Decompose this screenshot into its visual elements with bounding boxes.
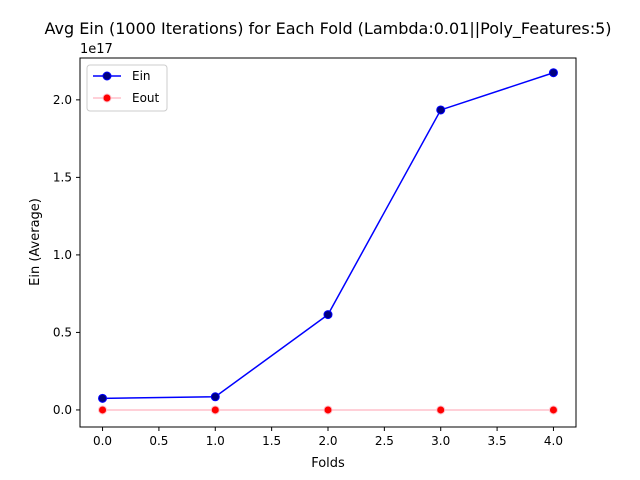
data-point-ein [323,310,333,320]
data-point-eout [323,405,333,415]
data-point-eout [436,405,446,415]
y-tick-label: 0.0 [53,403,72,417]
y-tick-label: 1.5 [53,170,72,184]
y-tick-label: 1.0 [53,248,72,262]
y-axis-offset-label: 1e17 [80,42,113,57]
data-point-eout [98,405,108,415]
data-point-ein [98,393,108,403]
legend-label-ein: Ein [132,69,151,83]
x-tick-label: 1.0 [206,434,225,448]
x-tick-label: 1.5 [262,434,281,448]
plot-area [98,68,558,415]
y-tick-label: 0.5 [53,325,72,339]
legend-marker-ein [102,71,112,81]
y-axis: 0.0 0.5 1.0 1.5 2.0 [53,93,80,417]
legend-label-eout: Eout [132,91,160,105]
legend-marker-eout [102,93,112,103]
data-point-ein [210,392,220,402]
x-tick-label: 4.0 [544,434,563,448]
x-tick-label: 2.0 [318,434,337,448]
x-tick-label: 0.5 [149,434,168,448]
x-tick-label: 2.5 [375,434,394,448]
data-point-eout [210,405,220,415]
chart-title: Avg Ein (1000 Iterations) for Each Fold … [44,19,611,39]
legend: Ein Eout [86,64,168,112]
data-point-ein [436,105,446,115]
x-axis: 0.0 0.5 1.0 1.5 2.0 2.5 3.0 3.5 4.0 [93,427,563,448]
x-tick-label: 3.5 [488,434,507,448]
x-axis-label: Folds [311,456,345,471]
y-axis-label: Ein (Average) [28,198,43,286]
x-tick-label: 0.0 [93,434,112,448]
data-point-ein [548,68,558,78]
x-tick-label: 3.0 [431,434,450,448]
data-point-eout [548,405,558,415]
y-tick-label: 2.0 [53,93,72,107]
